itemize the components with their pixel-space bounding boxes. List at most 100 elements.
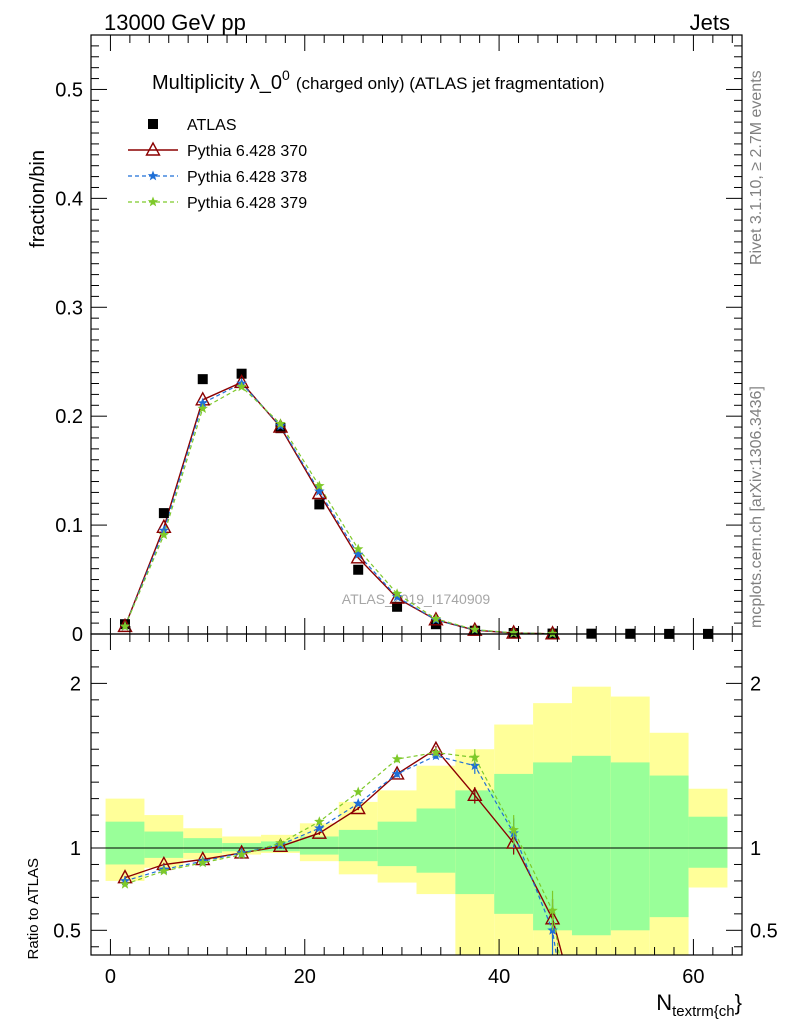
x-tick-label: 20 [294,966,316,988]
ratio-point-p379 [158,865,170,876]
legend-label-p379: Pythia 6.428 379 [187,195,307,212]
x-tick-label: 40 [488,966,510,988]
point-p379 [275,418,286,429]
ratio-point-p379 [197,857,208,868]
band-inner-bin [688,816,728,868]
band-inner-bin [144,831,184,858]
top-y-tick-label: 0.2 [55,406,83,428]
point-atlas [392,601,403,612]
x-tick-label: 0 [105,966,116,988]
band-inner-bin [299,836,339,855]
ratio-y-tick-label-right: 1 [750,838,761,860]
band-inner-bin [338,829,378,862]
ratio-point-p379 [391,753,403,764]
ratio-point-p379 [547,905,558,915]
point-p378 [353,549,364,559]
ratio-point-p379 [275,837,286,848]
point-p379 [353,543,364,554]
plot-title: Multiplicity λ_00 (charged only) (ATLAS j… [152,67,605,94]
ratio-point-p379 [236,849,247,859]
ratio-y-tick-label-right: 2 [750,673,761,695]
x-tick-label: 60 [682,966,704,988]
title-superscript: 0 [282,67,290,83]
title-main: Multiplicity λ_0 [152,72,282,94]
top-y-axis-label: fraction/bin [27,150,49,248]
legend-marker-p378 [147,170,159,181]
point-atlas [236,368,247,379]
point-p370 [350,549,366,564]
ratio-point-p378 [353,798,364,808]
axes: 0 20 40 60 0 0.1 0.2 0.3 0.4 0.5 0.5 0.5 1 1 2 2 [53,34,778,988]
ratio-y-tick-label-right: 0.5 [750,920,778,942]
mcplots-label: mcplots.cern.ch [arXiv:1306.3436] [748,386,765,628]
header-right: Jets [690,10,730,35]
band-inner-bin [455,790,495,895]
ratio-point-p379 [119,878,131,889]
rivet-label: Rivet 3.1.10, ≥ 2.7M events [748,70,765,265]
point-p370 [272,418,289,433]
top-y-tick-label: 0.1 [55,515,83,537]
top-y-tick-label: 0.5 [55,79,83,101]
legend-label-atlas: ATLAS [187,117,237,134]
bottom-y-axis-label: Ratio to ATLAS [25,858,42,959]
point-atlas [353,564,364,575]
legend-marker-p370 [145,141,161,156]
legend: ATLAS Pythia 6.428 370 Pythia 6.428 378 Pyt… [128,117,307,212]
ratio-point-p379 [353,786,364,797]
ratio-point-p379 [314,816,325,827]
ratio-panel-marks [91,740,742,956]
series-line-p378 [124,382,553,635]
top-y-tick-label: 0 [72,624,83,646]
top-y-tick-label: 0.3 [55,297,83,319]
point-atlas [314,499,325,510]
point-atlas [197,374,208,385]
ratio-point-p370 [350,800,366,815]
point-p378 [391,591,403,602]
ratio-bands [105,686,728,955]
ratio-y-tick-label: 0.5 [53,920,81,942]
x-axis-label-sub: textrm{ch [672,1003,735,1020]
point-p379 [547,628,558,639]
legend-label-p370: Pythia 6.428 370 [187,143,307,160]
band-inner-bin [105,821,145,865]
legend-marker-p379 [147,196,159,207]
point-p379 [314,480,325,491]
point-p379 [391,588,403,599]
band-inner-bin [610,762,650,931]
band-inner-bin [571,755,611,936]
top-y-tick-label: 0.4 [55,188,83,210]
ratio-point-p378 [391,768,403,779]
point-p379 [158,529,170,540]
ratio-point-p370 [505,834,522,849]
bottom-frame [90,633,743,956]
analysis-watermark: ATLAS_2019_I1740909 [342,591,491,607]
x-axis-label: Ntextrm{ch} [656,990,742,1020]
ratio-point-p378 [314,822,325,833]
header-left: 13000 GeV pp [104,10,246,35]
x-axis-label-main: N [656,990,672,1015]
ratio-point-p379 [430,747,442,757]
band-inner-bin [416,808,456,873]
point-p370 [311,485,328,500]
point-p379 [508,627,519,638]
ratio-point-p379 [469,752,480,762]
point-p379 [197,403,208,413]
point-p378 [314,485,325,496]
legend-marker-atlas [148,119,158,129]
point-atlas [158,508,169,519]
ratio-point-p379 [508,824,519,835]
band-inner-bin [649,775,689,918]
point-p370 [389,589,405,604]
ratio-y-tick-label: 2 [70,673,81,695]
band-inner-bin [377,821,417,867]
legend-label-p378: Pythia 6.428 378 [187,169,307,186]
point-p379 [469,624,480,635]
point-p378 [197,397,208,408]
point-p379 [119,620,131,631]
ratio-point-p370 [467,786,483,802]
point-p379 [430,613,442,624]
ratio-point-p370 [311,824,328,839]
title-rest: (charged only) (ATLAS jet fragmentation) [296,74,605,93]
point-p379 [236,381,247,392]
